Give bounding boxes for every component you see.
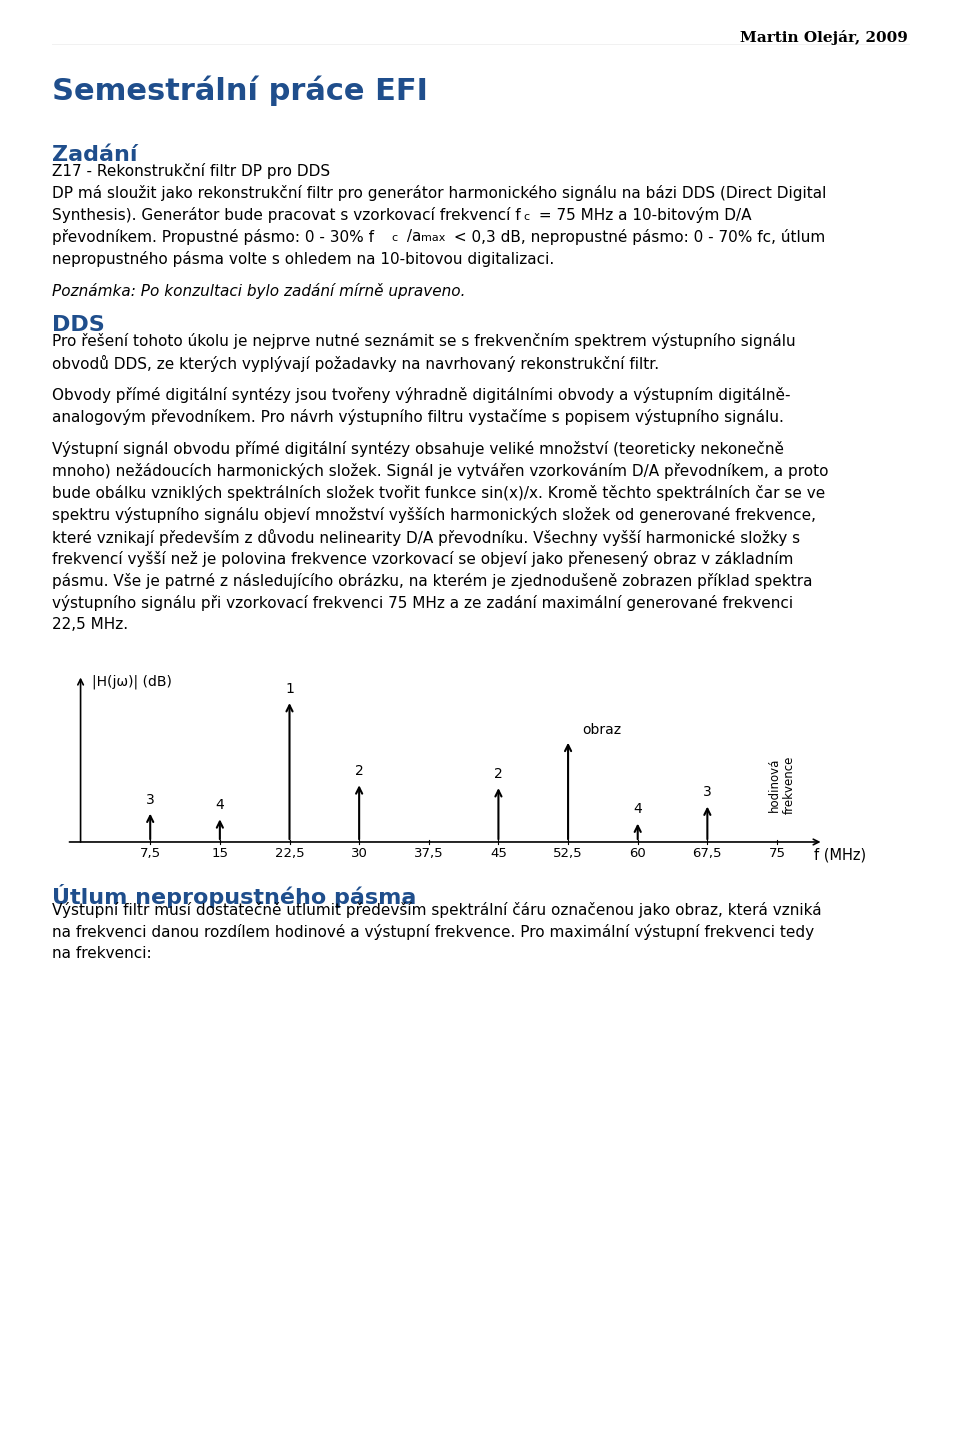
Text: 4: 4 bbox=[634, 802, 642, 817]
Text: 2: 2 bbox=[494, 767, 503, 781]
Text: 30: 30 bbox=[350, 847, 368, 860]
Text: 75: 75 bbox=[769, 847, 785, 860]
Text: c: c bbox=[523, 212, 530, 222]
Text: Pro řešení tohoto úkolu je nejprve nutné seznámit se s frekvenčním spektrem výst: Pro řešení tohoto úkolu je nejprve nutné… bbox=[52, 332, 796, 350]
Text: Semestrální práce EFI: Semestrální práce EFI bbox=[52, 75, 428, 106]
Text: hodinová
frekvence: hodinová frekvence bbox=[768, 757, 796, 814]
Text: Zadání: Zadání bbox=[52, 145, 137, 165]
Text: 22,5: 22,5 bbox=[275, 847, 304, 860]
Text: DDS: DDS bbox=[52, 315, 105, 335]
Text: 1: 1 bbox=[285, 682, 294, 696]
Text: 15: 15 bbox=[211, 847, 228, 860]
Text: na frekvenci danou rozdílem hodinové a výstupní frekvence. Pro maximální výstupn: na frekvenci danou rozdílem hodinové a v… bbox=[52, 924, 814, 940]
Text: 45: 45 bbox=[490, 847, 507, 860]
Text: 2: 2 bbox=[355, 764, 364, 778]
Text: Výstupní signál obvodu přímé digitální syntézy obsahuje veliké množství (teoreti: Výstupní signál obvodu přímé digitální s… bbox=[52, 441, 784, 457]
Text: které vznikají především z důvodu nelinearity D/A převodníku. Všechny vyšší harm: které vznikají především z důvodu neline… bbox=[52, 529, 800, 546]
Text: Výstupní filtr musí dostatečně utlumit především spektrální čáru označenou jako : Výstupní filtr musí dostatečně utlumit p… bbox=[52, 901, 822, 919]
Text: frekvencí vyšší než je polovina frekvence vzorkovací se objeví jako přenesený ob: frekvencí vyšší než je polovina frekvenc… bbox=[52, 552, 793, 567]
Text: f (MHz): f (MHz) bbox=[814, 848, 866, 863]
Text: < 0,3 dB, nepropustné pásmo: 0 - 70% fc, útlum: < 0,3 dB, nepropustné pásmo: 0 - 70% fc,… bbox=[449, 229, 826, 245]
Text: pásmu. Vše je patrné z následujícího obrázku, na kterém je zjednodušeně zobrazen: pásmu. Vše je patrné z následujícího obr… bbox=[52, 573, 812, 589]
Text: 67,5: 67,5 bbox=[692, 847, 722, 860]
Text: spektru výstupního signálu objeví množství vyšších harmonických složek od genero: spektru výstupního signálu objeví množst… bbox=[52, 507, 816, 523]
Text: výstupního signálu při vzorkovací frekvenci 75 MHz a ze zadání maximální generov: výstupního signálu při vzorkovací frekve… bbox=[52, 595, 793, 610]
Text: 3: 3 bbox=[146, 792, 155, 807]
Text: Z17 - Rekonstrukční filtr DP pro DDS: Z17 - Rekonstrukční filtr DP pro DDS bbox=[52, 163, 330, 179]
Text: obraz: obraz bbox=[582, 724, 621, 737]
Text: nepropustného pásma volte s ohledem na 10-bitovou digitalizaci.: nepropustného pásma volte s ohledem na 1… bbox=[52, 251, 554, 267]
Text: DP má sloužit jako rekonstrukční filtr pro generátor harmonického signálu na báz: DP má sloužit jako rekonstrukční filtr p… bbox=[52, 185, 827, 201]
Text: c: c bbox=[392, 234, 397, 244]
Text: Obvody přímé digitální syntézy jsou tvořeny výhradně digitálními obvody a výstup: Obvody přímé digitální syntézy jsou tvoř… bbox=[52, 387, 790, 403]
Text: /a: /a bbox=[402, 229, 421, 244]
Text: obvodů DDS, ze kterých vyplývají požadavky na navrhovaný rekonstrukční filtr.: obvodů DDS, ze kterých vyplývají požadav… bbox=[52, 355, 660, 373]
Text: analogovým převodníkem. Pro návrh výstupního filtru vystačíme s popisem výstupní: analogovým převodníkem. Pro návrh výstup… bbox=[52, 408, 784, 426]
Text: Útlum nepropustného pásma: Útlum nepropustného pásma bbox=[52, 884, 417, 909]
Text: Martin Olejár, 2009: Martin Olejár, 2009 bbox=[740, 30, 908, 44]
Text: 3: 3 bbox=[703, 785, 711, 800]
Text: 37,5: 37,5 bbox=[414, 847, 444, 860]
Text: bude obálku vzniklých spektrálních složek tvořit funkce sin(x)/x. Kromě těchto s: bude obálku vzniklých spektrálních slože… bbox=[52, 484, 826, 502]
Text: na frekvenci:: na frekvenci: bbox=[52, 946, 152, 962]
Text: 7,5: 7,5 bbox=[139, 847, 160, 860]
Text: |H(jω)| (dB): |H(jω)| (dB) bbox=[92, 675, 172, 689]
Text: = 75 MHz a 10-bitovým D/A: = 75 MHz a 10-bitovým D/A bbox=[534, 206, 752, 224]
Text: 4: 4 bbox=[215, 798, 225, 813]
Text: 52,5: 52,5 bbox=[553, 847, 583, 860]
Text: max: max bbox=[420, 234, 444, 244]
Text: 22,5 MHz.: 22,5 MHz. bbox=[52, 618, 128, 632]
Text: 60: 60 bbox=[630, 847, 646, 860]
Text: mnoho) nežádoucích harmonických složek. Signál je vytvářen vzorkováním D/A převo: mnoho) nežádoucích harmonických složek. … bbox=[52, 463, 828, 479]
Text: převodníkem. Propustné pásmo: 0 - 30% f: převodníkem. Propustné pásmo: 0 - 30% f bbox=[52, 229, 374, 245]
Text: Synthesis). Generátor bude pracovat s vzorkovací frekvencí f: Synthesis). Generátor bude pracovat s vz… bbox=[52, 206, 520, 224]
Text: Poznámka: Po konzultaci bylo zadání mírně upraveno.: Poznámka: Po konzultaci bylo zadání mírn… bbox=[52, 282, 466, 299]
